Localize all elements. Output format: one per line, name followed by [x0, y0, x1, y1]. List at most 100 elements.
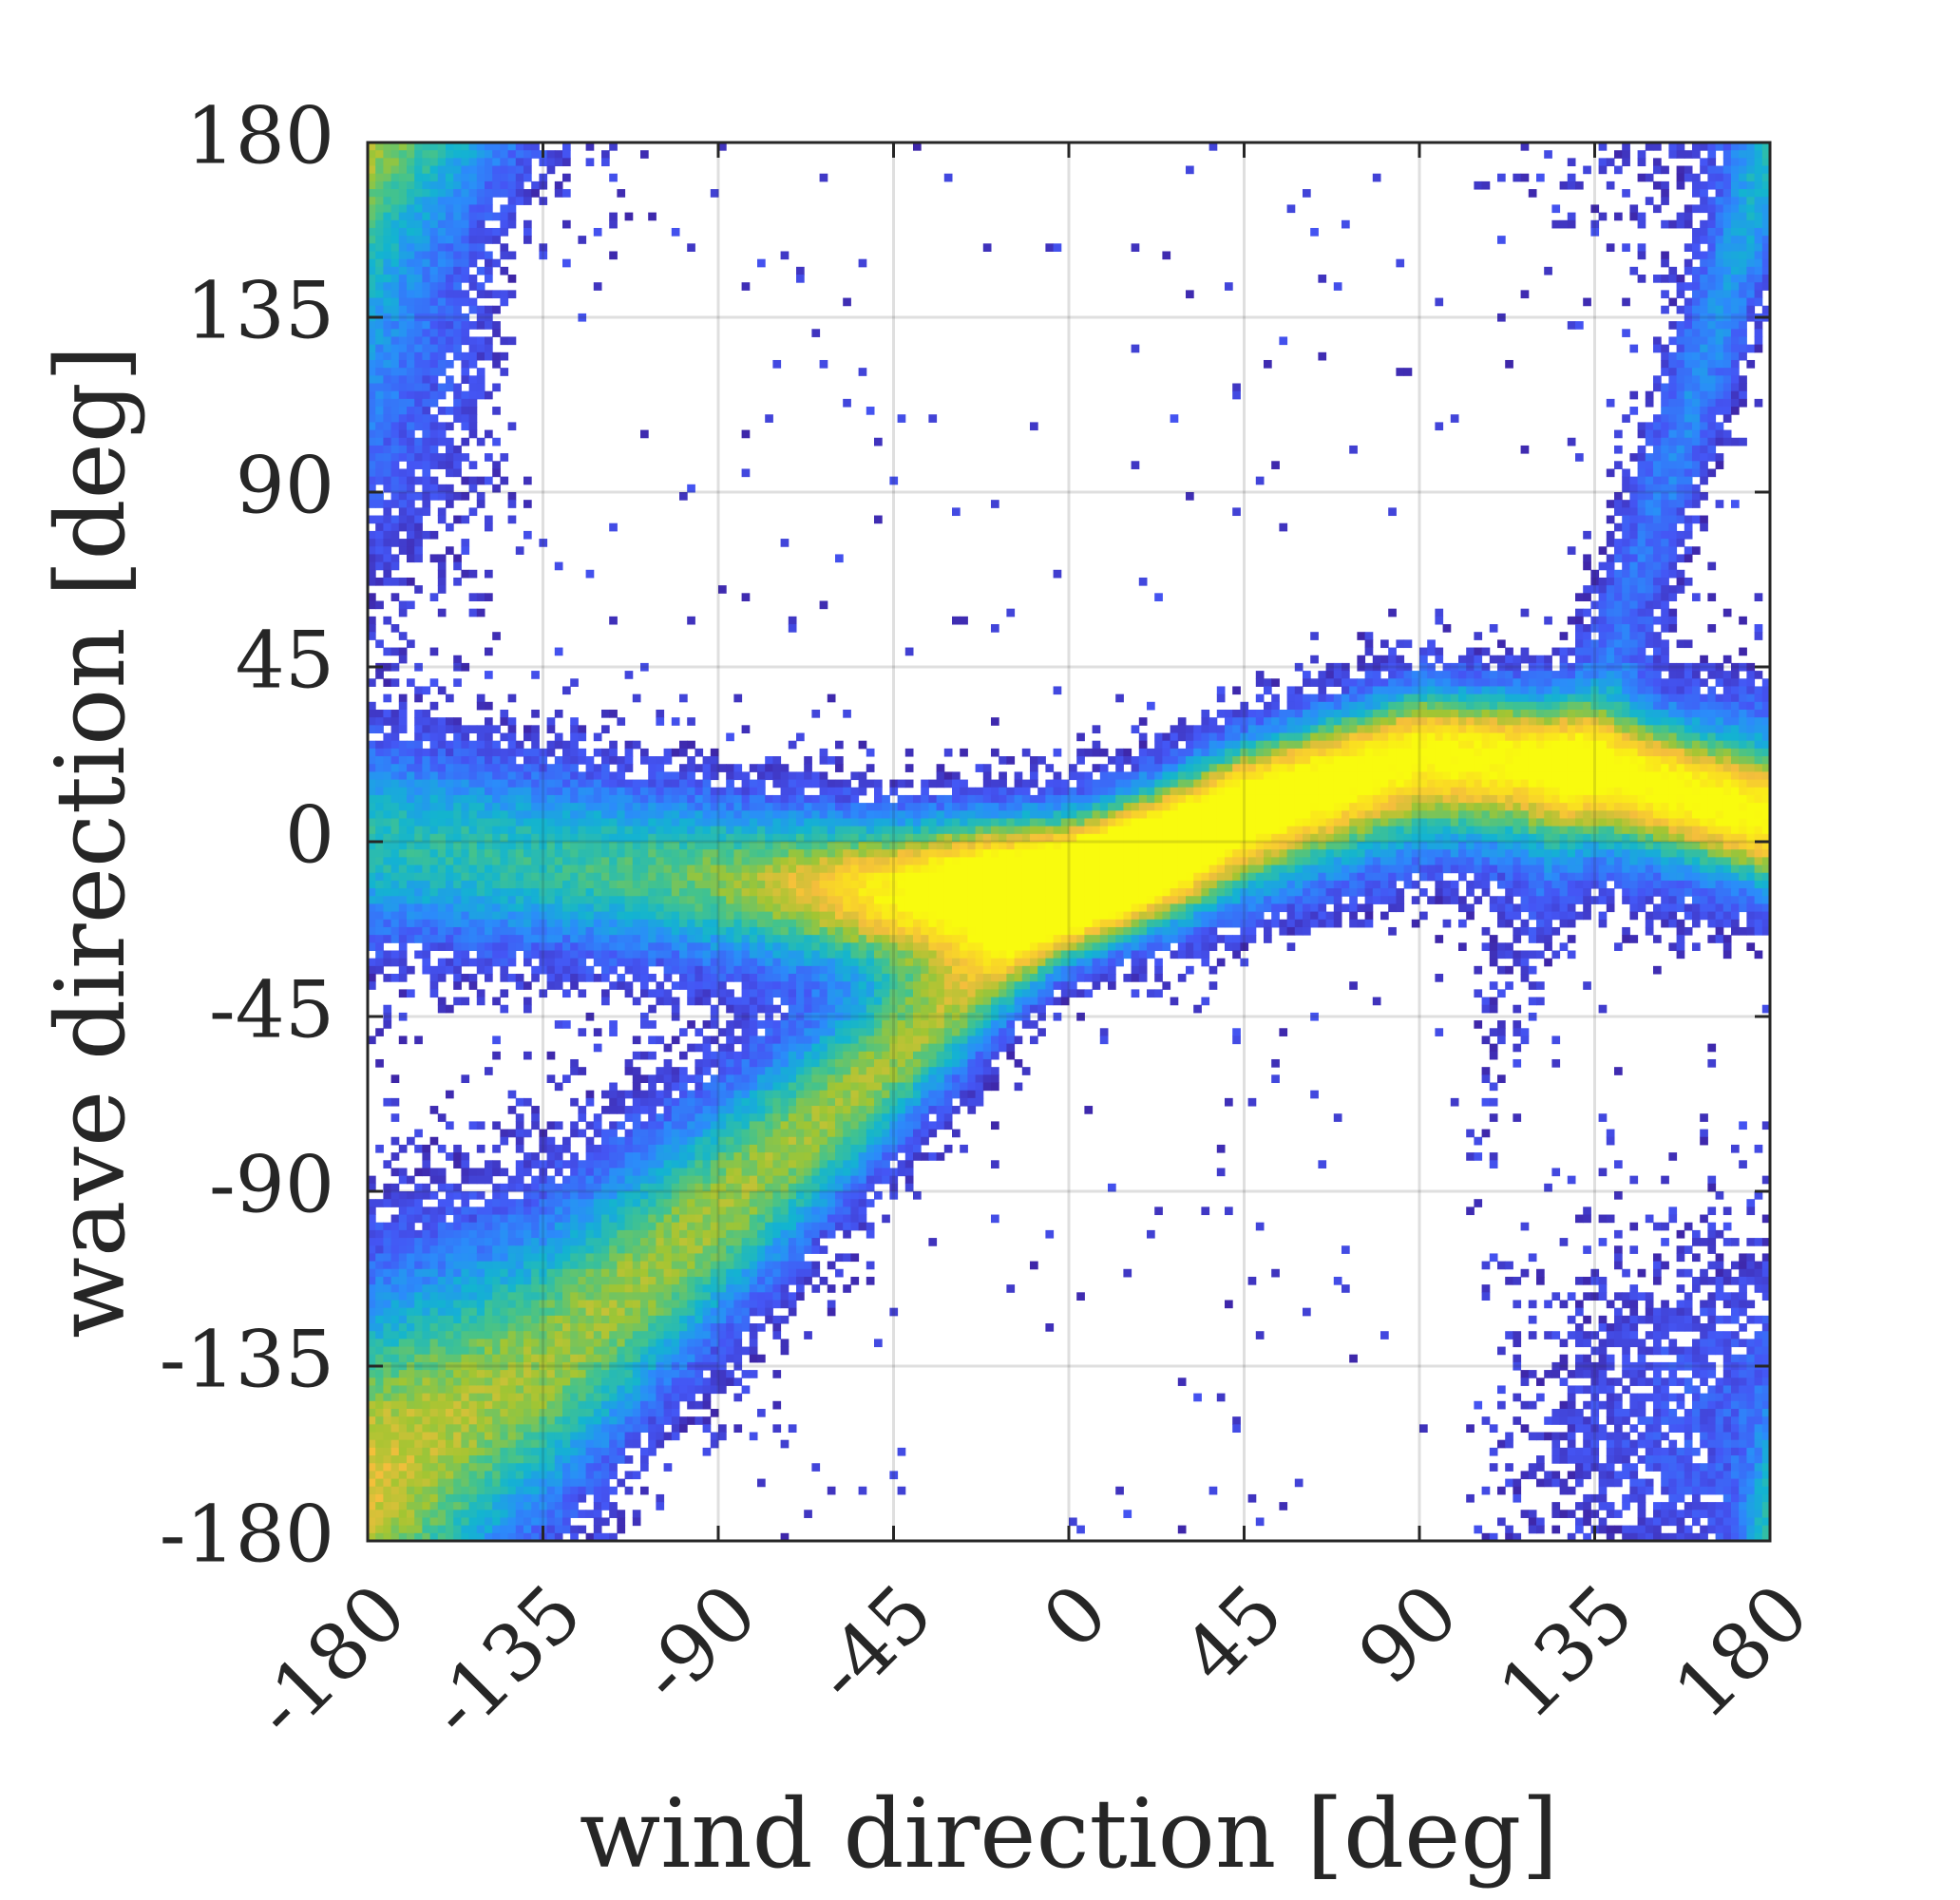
heatmap-cell: [414, 1199, 423, 1207]
heatmap-cell: [468, 1323, 478, 1332]
heatmap-cell: [726, 950, 734, 960]
heatmap-cell: [624, 1331, 634, 1340]
heatmap-cell: [461, 453, 470, 462]
heatmap-cell: [492, 911, 501, 921]
heatmap-cell: [570, 1245, 579, 1254]
heatmap-cell: [609, 1432, 618, 1441]
heatmap-cell: [656, 1199, 665, 1207]
heatmap-cell: [609, 903, 618, 913]
heatmap-cell: [383, 911, 392, 921]
heatmap-cell: [523, 857, 532, 866]
heatmap-cell: [375, 1532, 384, 1542]
heatmap-cell: [546, 1136, 556, 1146]
heatmap-cell: [429, 1439, 439, 1449]
heatmap-cell: [429, 1408, 439, 1417]
heatmap-cell: [461, 1493, 470, 1503]
heatmap-cell: [710, 1300, 719, 1309]
heatmap-cell: [375, 965, 384, 975]
heatmap-cell: [640, 1323, 649, 1332]
heatmap-cell: [523, 1152, 532, 1161]
heatmap-cell: [624, 1432, 634, 1441]
heatmap-cell: [632, 1238, 641, 1246]
heatmap-cell: [578, 1168, 587, 1177]
heatmap-cell: [368, 251, 376, 260]
heatmap-cell: [446, 903, 454, 913]
heatmap-cell: [539, 826, 548, 835]
heatmap-cell: [570, 1191, 579, 1200]
heatmap-cell: [531, 1378, 540, 1386]
heatmap-cell: [485, 336, 493, 346]
heatmap-cell: [446, 1502, 454, 1510]
heatmap-cell: [390, 1238, 400, 1246]
heatmap-cell: [422, 1424, 431, 1434]
heatmap-cell: [671, 1370, 680, 1378]
heatmap-cell: [507, 1471, 517, 1480]
heatmap-cell: [429, 771, 439, 781]
heatmap-cell: [446, 717, 454, 726]
heatmap-cell: [429, 989, 439, 998]
heatmap-cell: [422, 1447, 431, 1456]
heatmap-cell: [531, 1486, 540, 1495]
heatmap-cell: [710, 974, 719, 982]
heatmap-cell: [562, 1199, 571, 1207]
heatmap-cell: [398, 655, 408, 664]
heatmap-cell: [702, 903, 712, 913]
heatmap-cell: [702, 857, 712, 866]
heatmap-cell: [562, 1463, 571, 1472]
heatmap-cell: [375, 189, 384, 198]
heatmap-cell: [492, 227, 501, 237]
heatmap-cell: [383, 1020, 392, 1029]
heatmap-cell: [718, 585, 727, 594]
heatmap-cell: [468, 275, 478, 283]
heatmap-cell: [617, 1206, 626, 1216]
heatmap-cell: [383, 577, 392, 586]
heatmap-cell: [749, 935, 758, 943]
heatmap-cell: [749, 833, 758, 843]
heatmap-cell: [429, 243, 439, 252]
heatmap-cell: [492, 468, 501, 478]
heatmap-cell: [749, 926, 758, 936]
heatmap-cell: [422, 864, 431, 874]
heatmap-cell: [476, 787, 485, 796]
heatmap-cell: [453, 212, 462, 221]
heatmap-cell: [422, 1261, 431, 1270]
heatmap-cell: [601, 1424, 610, 1434]
heatmap-cell: [632, 1315, 641, 1324]
heatmap-cell: [718, 1331, 727, 1340]
heatmap-cell: [492, 1191, 501, 1200]
heatmap-cell: [570, 926, 579, 936]
heatmap-cell: [375, 297, 384, 307]
heatmap-cell: [585, 896, 595, 904]
heatmap-cell: [476, 1471, 485, 1480]
heatmap-cell: [414, 1268, 423, 1278]
heatmap-cell: [679, 1284, 688, 1293]
heatmap-cell: [437, 453, 447, 462]
heatmap-cell: [733, 849, 743, 858]
heatmap-cell: [741, 842, 751, 850]
heatmap-cell: [710, 880, 719, 889]
heatmap-cell: [648, 1292, 657, 1301]
heatmap-cell: [375, 1292, 384, 1301]
heatmap-cell: [437, 321, 447, 330]
heatmap-cell: [468, 919, 478, 928]
heatmap-cell: [593, 1478, 602, 1488]
heatmap-cell: [437, 336, 447, 346]
heatmap-cell: [461, 1268, 470, 1278]
heatmap-cell: [648, 849, 657, 858]
heatmap-cell: [422, 779, 431, 788]
heatmap-cell: [485, 1532, 493, 1542]
heatmap-cell: [476, 500, 485, 508]
heatmap-cell: [453, 1160, 462, 1168]
heatmap-cell: [390, 1408, 400, 1417]
heatmap-cell: [671, 1106, 680, 1114]
heatmap-cell: [718, 926, 727, 936]
heatmap-cell: [368, 539, 376, 547]
heatmap-cell: [507, 833, 517, 843]
heatmap-cell: [617, 764, 626, 772]
heatmap-cell: [609, 826, 618, 835]
heatmap-cell: [663, 1416, 673, 1425]
heatmap-cell: [562, 833, 571, 843]
heatmap-cell: [632, 1175, 641, 1185]
heatmap-cell: [383, 903, 392, 913]
heatmap-cell: [383, 1385, 392, 1395]
